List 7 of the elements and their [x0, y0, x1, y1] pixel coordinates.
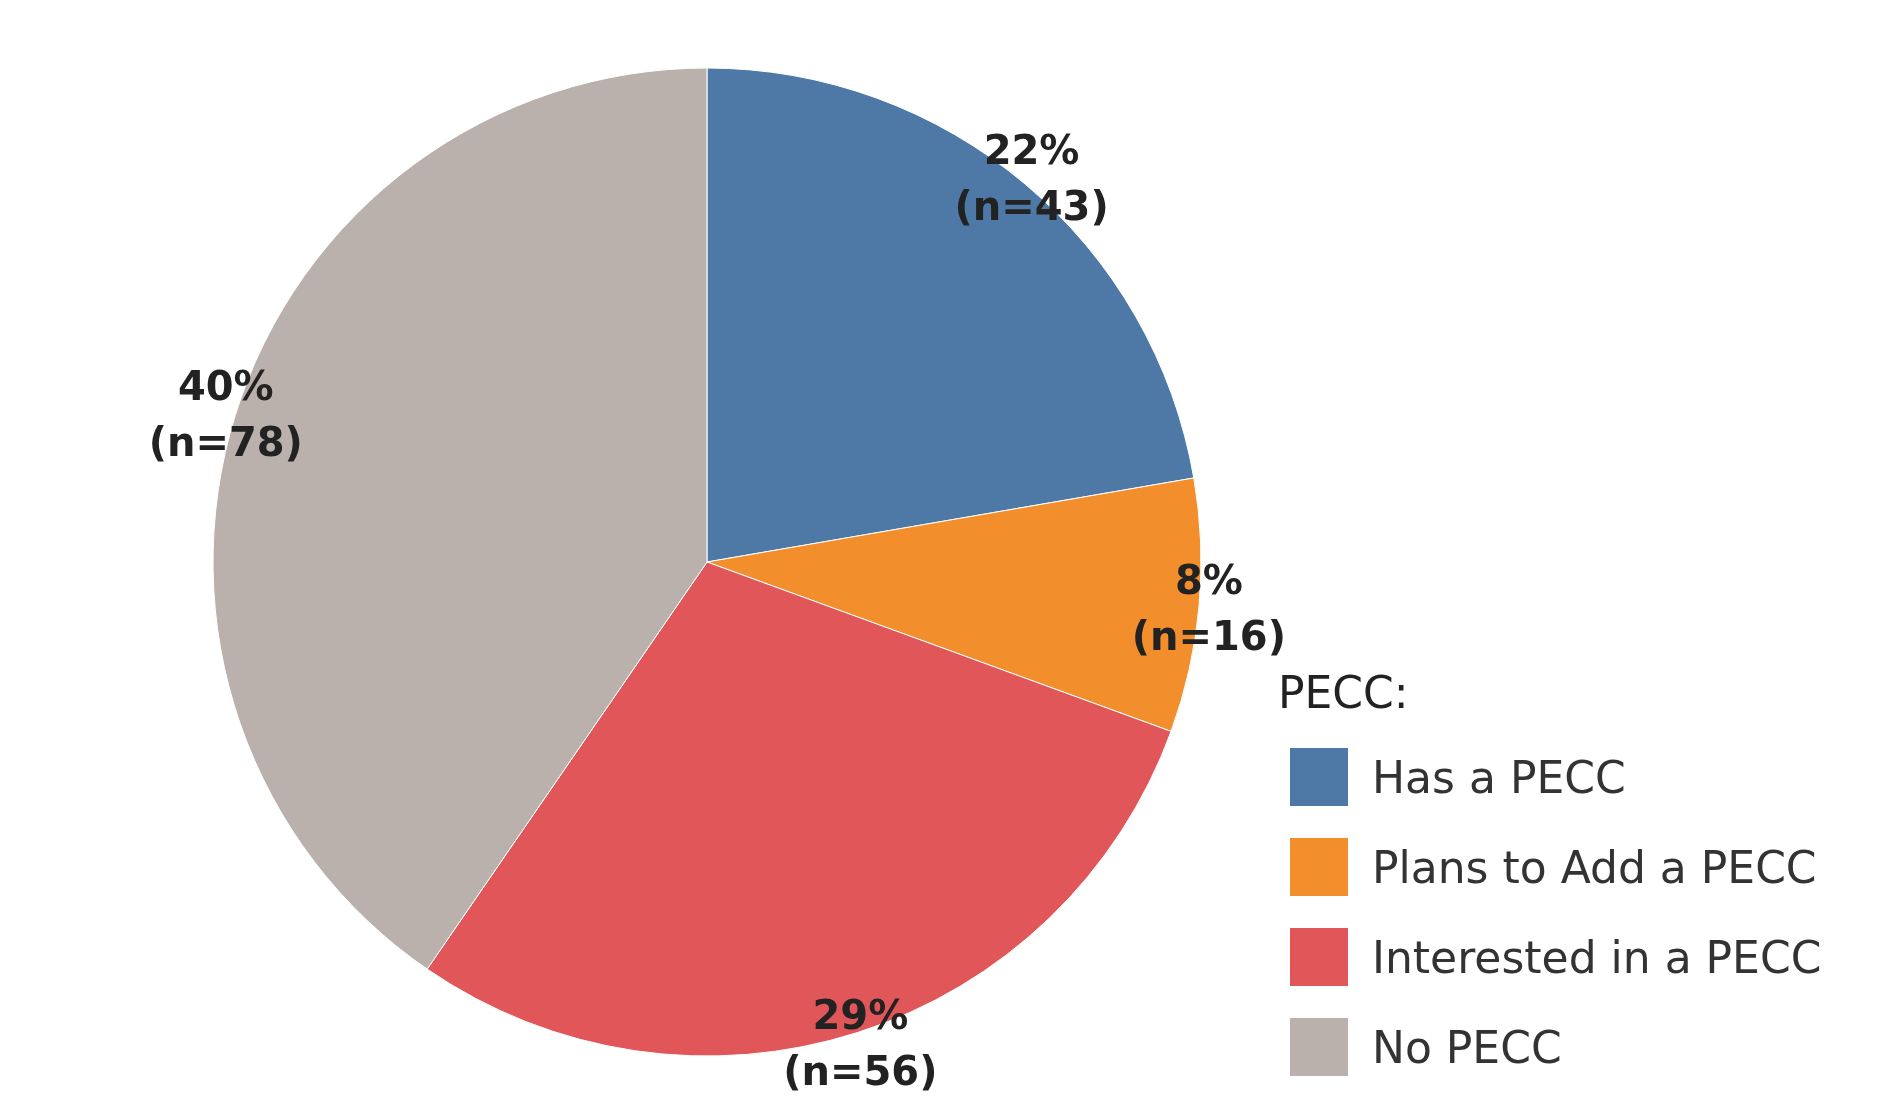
legend-label: Plans to Add a PECC: [1372, 842, 1817, 893]
legend-title: PECC:: [1278, 667, 1409, 718]
legend-label: Has a PECC: [1372, 752, 1626, 803]
data-label: 29% (n=56): [783, 991, 938, 1094]
legend-label: Interested in a PECC: [1372, 932, 1822, 983]
legend-label: No PECC: [1372, 1022, 1562, 1073]
data-label: 40% (n=78): [148, 362, 303, 465]
